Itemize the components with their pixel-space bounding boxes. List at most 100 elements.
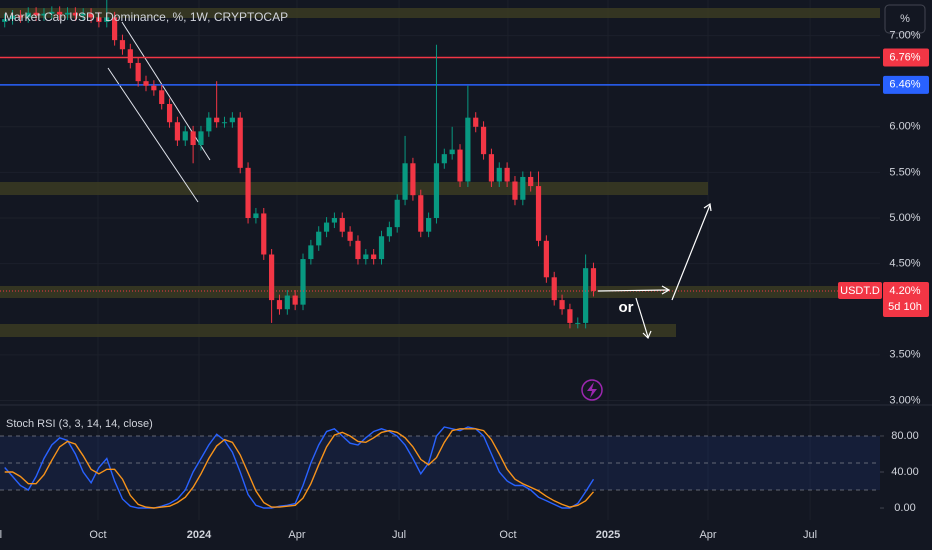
candle-body — [166, 103, 173, 123]
candle-body — [323, 222, 330, 232]
x-tick-label: Oct — [499, 529, 516, 541]
candle-body — [276, 300, 283, 310]
candle-body — [237, 117, 243, 168]
price-label: 6.46% — [889, 79, 920, 91]
candle-body — [583, 268, 589, 323]
candle-body — [190, 131, 196, 146]
candle-body — [2, 19, 8, 22]
x-tick-label: Jul — [803, 529, 817, 541]
candle-body — [528, 176, 534, 187]
candle-body — [308, 245, 314, 260]
chart-title: Market Cap USDT Dominance, %, 1W, CRYPTO… — [4, 10, 288, 24]
candle-body — [426, 218, 432, 232]
candle-body — [151, 85, 157, 91]
marks — [0, 0, 880, 509]
candle-body — [143, 81, 149, 86]
candle-body — [33, 12, 39, 16]
candle-body — [520, 176, 526, 200]
candle-body — [135, 62, 141, 82]
zone — [0, 286, 880, 298]
x-tick-label: 2025 — [596, 529, 620, 541]
candle-body — [300, 259, 306, 305]
grid — [0, 435, 880, 491]
candle-body — [371, 254, 377, 260]
candle-body — [96, 17, 102, 22]
symbol-box — [838, 281, 882, 299]
candle-body — [49, 11, 55, 14]
y-tick-label: 0.00 — [894, 502, 915, 514]
alert-icon-bolt — [587, 382, 597, 398]
last-price-label: 4.20% — [889, 285, 920, 297]
candle-body — [182, 131, 188, 141]
candle-body — [465, 117, 471, 182]
candle-body — [261, 213, 267, 255]
y-tick-label: 4.50% — [889, 258, 920, 270]
candle-body — [284, 295, 290, 310]
candle-body — [433, 163, 440, 219]
candle-body — [229, 117, 235, 123]
candle-body — [535, 186, 542, 241]
y-tick-label: 3.00% — [889, 394, 920, 406]
price-label-box — [883, 75, 929, 94]
zone — [0, 324, 676, 337]
candle-body — [590, 268, 597, 291]
candle-body — [80, 13, 86, 16]
candle-body — [174, 122, 181, 141]
candle-body — [112, 17, 118, 41]
countdown-label: 5d 10h — [888, 301, 922, 313]
zone — [0, 182, 708, 195]
candle-body — [457, 149, 463, 182]
candle-body — [88, 13, 94, 18]
candle-body — [127, 49, 133, 63]
candle-body — [206, 117, 212, 132]
symbol-label: USDT.D — [840, 285, 880, 297]
candle-body — [245, 167, 251, 219]
candle-body — [378, 236, 385, 260]
candle-body — [104, 17, 110, 22]
candle-body — [543, 240, 549, 278]
last-price-box — [883, 281, 929, 317]
candle-body — [292, 295, 298, 305]
scale-button-label[interactable]: % — [900, 13, 910, 25]
x-tick-label: Jul — [392, 529, 406, 541]
candle-body — [418, 195, 424, 232]
candle-body — [567, 309, 573, 323]
candle-body — [441, 154, 447, 164]
candle-body — [253, 213, 259, 219]
y-tick-label: 5.50% — [889, 166, 920, 178]
candle-body — [9, 15, 16, 20]
candle-body — [339, 218, 345, 232]
candle-body — [57, 11, 63, 15]
candle-body — [221, 122, 228, 124]
candle-body — [159, 90, 165, 104]
candle-body — [198, 131, 204, 146]
candle-body — [559, 300, 565, 310]
x-tick-label: Apr — [288, 529, 305, 541]
candle-body — [410, 163, 416, 196]
y-tick-label: 6.00% — [889, 121, 920, 133]
zone — [0, 8, 880, 18]
x-tick-label: Jul — [0, 529, 2, 541]
candle-body — [386, 227, 392, 237]
alert-icon[interactable] — [581, 379, 603, 401]
y-tick-label: 80.00 — [891, 430, 919, 442]
candle-body — [331, 218, 338, 223]
x-tick-label: Oct — [89, 529, 106, 541]
annotation: or — [619, 299, 634, 316]
candle-body — [496, 167, 502, 182]
candle-body — [480, 126, 487, 155]
candle-body — [214, 117, 220, 123]
candle-body — [473, 117, 479, 127]
scale-button[interactable] — [884, 4, 926, 34]
candle-body — [394, 199, 400, 228]
indicator-title: Stoch RSI (3, 3, 14, 14, close) — [6, 418, 153, 430]
candle-body — [347, 231, 353, 241]
y-tick-label: 3.50% — [889, 349, 920, 361]
y-tick-label: 5.00% — [889, 212, 920, 224]
x-tick-label: 2024 — [187, 529, 212, 541]
rsi-line — [4, 426, 595, 509]
y-tick-label: 40.00 — [891, 466, 919, 478]
price-label: 6.76% — [889, 51, 920, 63]
